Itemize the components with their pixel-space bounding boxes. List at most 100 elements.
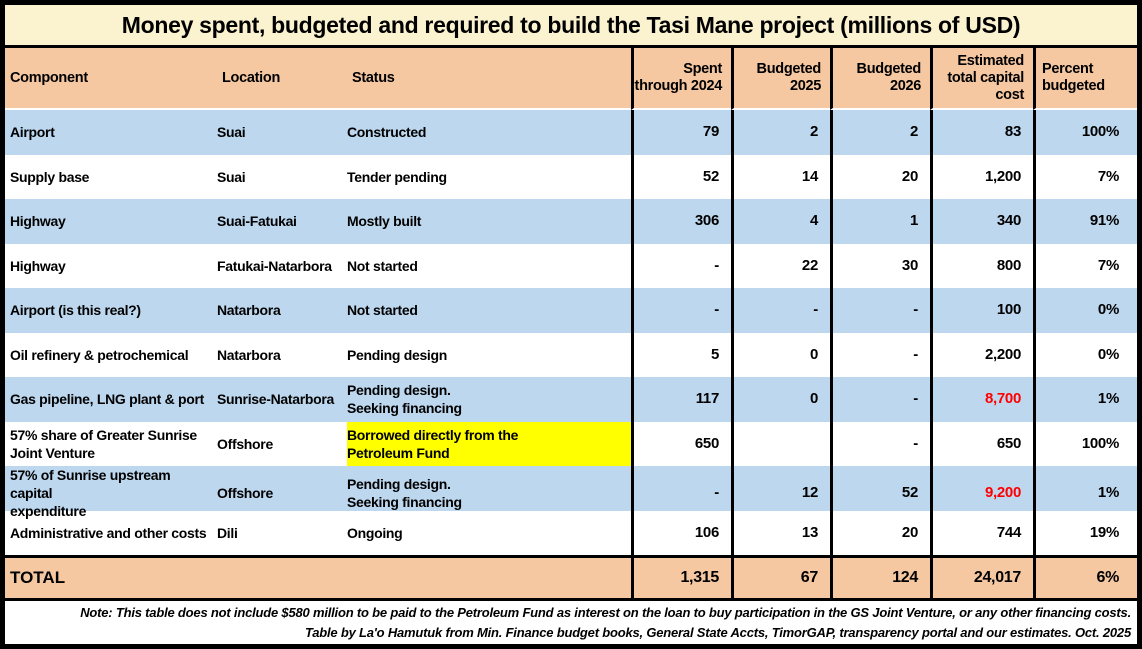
cell-location: Suai: [217, 124, 246, 141]
cell-budgeted_2026: -: [830, 421, 930, 466]
footnote-line: Note: This table does not include $580 m…: [80, 604, 1131, 620]
header-component: Component: [5, 48, 217, 110]
table-row: Airport (is this real?) Natarbora Not star…: [5, 288, 1137, 333]
cell-location: Natarbora: [217, 346, 281, 363]
cell-budgeted_2025: 0: [731, 332, 830, 377]
cell-location: Suai-Fatukai: [217, 213, 297, 230]
cell-pct_budgeted: 100%: [1033, 110, 1137, 155]
cell-location: Sunrise-Natarbora: [217, 391, 335, 408]
cell-budgeted_2026: 2: [830, 110, 930, 155]
cell-status: Not started: [347, 302, 418, 319]
cell-status: Not started: [347, 257, 418, 274]
cell-status: Pending design: [347, 346, 448, 363]
cell-pct_budgeted: 0%: [1033, 288, 1137, 333]
cell-spent_2024: 650: [631, 421, 731, 466]
cell-budgeted_2026: -: [830, 288, 930, 333]
header-location: Location: [217, 48, 347, 110]
cell-est_total: 100: [930, 288, 1033, 333]
total-label: TOTAL: [10, 568, 66, 587]
header-spent-through-2024: Spent through 2024: [631, 48, 731, 110]
cell-budgeted_2025: 12: [731, 466, 830, 520]
cell-component: Airport (is this real?): [10, 302, 141, 319]
cell-budgeted_2026: -: [830, 377, 930, 422]
header-budgeted-2026: Budgeted 2026: [830, 48, 930, 110]
total-percent-budgeted: 6%: [1033, 558, 1137, 598]
cell-pct_budgeted: 19%: [1033, 510, 1137, 555]
table-row: 57% of Sunrise upstream capital expendit…: [5, 466, 1137, 520]
table-row: Administrative and other costs Dili Ongoin…: [5, 510, 1137, 555]
cell-component: Gas pipeline, LNG plant & port: [10, 391, 205, 408]
table-body: Airport Suai Constructed 79 2 2 83 100% Supply b…: [5, 110, 1137, 555]
cell-budgeted_2026: -: [830, 332, 930, 377]
header-status: Status: [347, 48, 631, 110]
total-budgeted-2026: 124: [830, 558, 930, 598]
total-budgeted-2025: 67: [731, 558, 830, 598]
cell-spent_2024: 79: [631, 110, 731, 155]
cell-spent_2024: 306: [631, 199, 731, 244]
cell-component: Oil refinery & petrochemical: [10, 346, 189, 363]
cell-status: Pending design. Seeking financing: [347, 382, 462, 417]
cell-pct_budgeted: 1%: [1033, 466, 1137, 520]
cell-budgeted_2026: 20: [830, 510, 930, 555]
cell-spent_2024: -: [631, 466, 731, 520]
cell-budgeted_2025: [731, 421, 830, 466]
total-estimated-capital-cost: 24,017: [930, 558, 1033, 598]
cell-pct_budgeted: 7%: [1033, 154, 1137, 199]
cell-est_total: 800: [930, 243, 1033, 288]
cell-location: Natarbora: [217, 302, 281, 319]
cell-spent_2024: -: [631, 288, 731, 333]
cell-spent_2024: 52: [631, 154, 731, 199]
cell-budgeted_2026: 1: [830, 199, 930, 244]
cell-status: Borrowed directly from the Petroleum Fun…: [347, 421, 631, 466]
table-row: 57% share of Greater Sunrise Joint Ventu…: [5, 421, 1137, 466]
cell-status: Mostly built: [347, 213, 422, 230]
cell-spent_2024: 5: [631, 332, 731, 377]
cell-pct_budgeted: 91%: [1033, 199, 1137, 244]
cell-est_total: 8,700: [930, 377, 1033, 422]
cell-status: Constructed: [347, 124, 427, 141]
table-row: Gas pipeline, LNG plant & port Sunrise-Na…: [5, 377, 1137, 422]
cell-budgeted_2025: 13: [731, 510, 830, 555]
cell-component: 57% share of Greater Sunrise Joint Ventu…: [10, 426, 197, 461]
cell-est_total: 9,200: [930, 466, 1033, 520]
cell-component: Administrative and other costs: [10, 524, 207, 541]
cell-location: Offshore: [217, 485, 273, 501]
table-row: Airport Suai Constructed 79 2 2 83 100%: [5, 110, 1137, 155]
table-row: Highway Suai-Fatukai Mostly built 306 4 1 340 9…: [5, 199, 1137, 244]
total-row: TOTAL 1,315 67 124 24,017 6%: [5, 555, 1137, 601]
cell-est_total: 83: [930, 110, 1033, 155]
footnote-line: Table by La'o Hamutuk from Min. Finance …: [304, 624, 1131, 640]
table-row: Supply base Suai Tender pending 52 14 20 1,200…: [5, 154, 1137, 199]
footnotes: Note: This table does not include $580 m…: [5, 601, 1137, 644]
table-row: Highway Fatukai-Natarbora Not started -22 30…: [5, 243, 1137, 288]
header-estimated-total-capital-cost: Estimated total capital cost: [930, 48, 1033, 110]
cell-budgeted_2025: -: [731, 288, 830, 333]
cell-pct_budgeted: 7%: [1033, 243, 1137, 288]
cell-component: Highway: [10, 213, 66, 230]
table-title: Money spent, budgeted and required to bu…: [5, 5, 1137, 48]
cell-budgeted_2025: 22: [731, 243, 830, 288]
header-budgeted-2025: Budgeted 2025: [731, 48, 830, 110]
cell-budgeted_2025: 0: [731, 377, 830, 422]
cell-status: Ongoing: [347, 524, 403, 541]
cell-component: Highway: [10, 257, 66, 274]
cell-pct_budgeted: 0%: [1033, 332, 1137, 377]
cell-location: Fatukai-Natarbora: [217, 257, 332, 274]
cell-status: Tender pending: [347, 168, 447, 185]
cell-budgeted_2025: 4: [731, 199, 830, 244]
cell-est_total: 2,200: [930, 332, 1033, 377]
cell-est_total: 744: [930, 510, 1033, 555]
cell-status: Pending design. Seeking financing: [347, 476, 462, 510]
cell-est_total: 1,200: [930, 154, 1033, 199]
cell-component: Supply base: [10, 168, 90, 185]
table-row: Oil refinery & petrochemical Natarbora Pen…: [5, 332, 1137, 377]
header-row: Component Location Status Spent through …: [5, 48, 1137, 110]
cell-est_total: 650: [930, 421, 1033, 466]
cell-spent_2024: -: [631, 243, 731, 288]
header-percent-budgeted: Percent budgeted: [1033, 48, 1137, 110]
cell-est_total: 340: [930, 199, 1033, 244]
cell-pct_budgeted: 100%: [1033, 421, 1137, 466]
cell-budgeted_2026: 30: [830, 243, 930, 288]
total-spent-through-2024: 1,315: [631, 558, 731, 598]
